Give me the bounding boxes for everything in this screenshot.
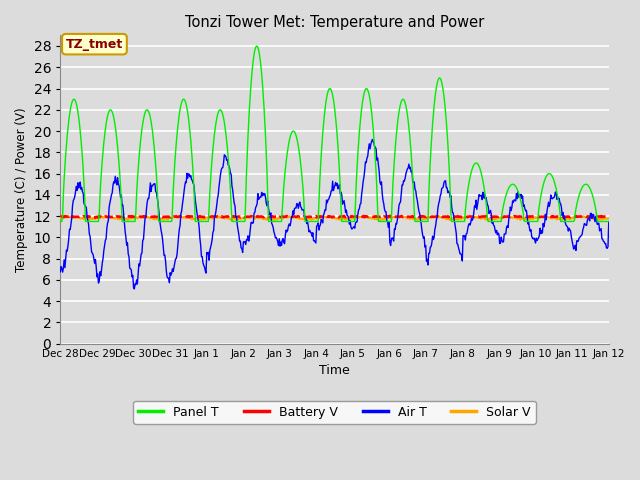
X-axis label: Time: Time [319,364,350,377]
Y-axis label: Temperature (C) / Power (V): Temperature (C) / Power (V) [15,107,28,272]
Legend: Panel T, Battery V, Air T, Solar V: Panel T, Battery V, Air T, Solar V [133,401,536,424]
Text: TZ_tmet: TZ_tmet [66,37,123,51]
Title: Tonzi Tower Met: Temperature and Power: Tonzi Tower Met: Temperature and Power [185,15,484,30]
